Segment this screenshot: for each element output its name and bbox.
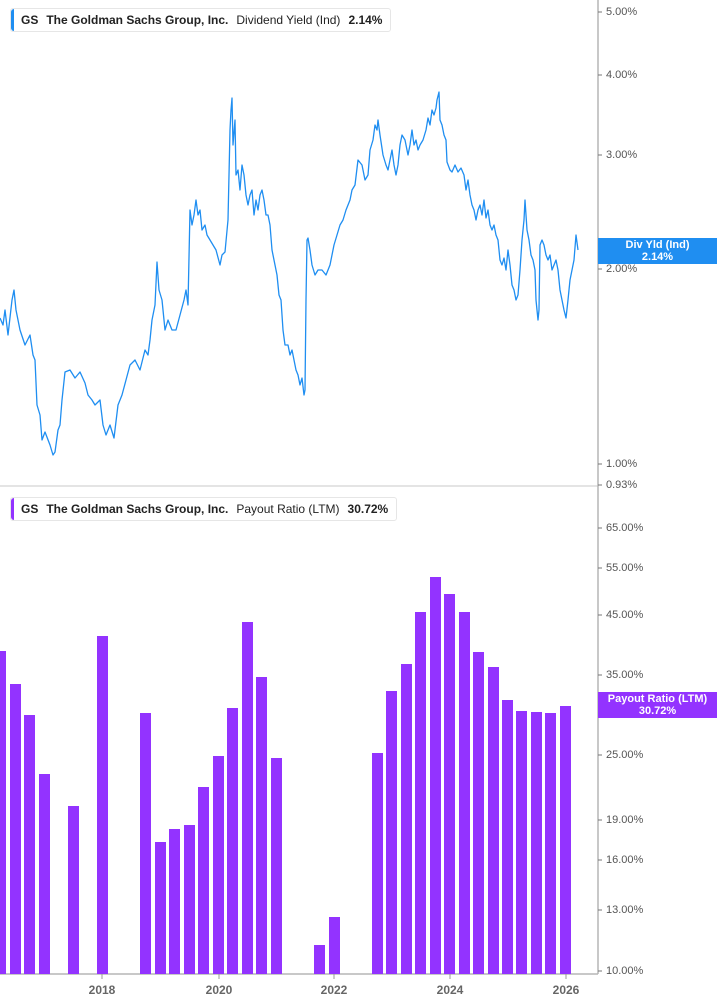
y-ticks	[598, 11, 602, 972]
legend-value: 2.14%	[348, 13, 383, 27]
x-tick-label: 2018	[88, 983, 116, 997]
dividend-yield-line	[0, 91, 579, 456]
series-color-swatch	[11, 9, 14, 31]
y-tick-label: 65.00%	[606, 522, 644, 534]
y-tick-label: 45.00%	[606, 609, 644, 621]
payout-ratio-bars	[0, 577, 571, 974]
value-tag-value: 2.14%	[641, 251, 674, 263]
value-tag-value: 30.72%	[638, 705, 677, 717]
y-tick-label: 5.00%	[606, 6, 638, 18]
x-ticks	[101, 974, 567, 979]
dividend-yield-legend[interactable]: GS The Goldman Sachs Group, Inc. Dividen…	[10, 8, 392, 32]
x-tick-label: 2024	[436, 983, 464, 997]
y-tick-label: 25.00%	[606, 749, 644, 761]
legend-ticker: GS	[21, 13, 39, 27]
y-tick-label: 19.00%	[606, 814, 644, 826]
legend-ticker: GS	[21, 502, 39, 516]
payout-ratio-legend[interactable]: GS The Goldman Sachs Group, Inc. Payout …	[10, 497, 398, 521]
x-tick-label: 2022	[320, 983, 348, 997]
value-tag-label: Payout Ratio (LTM)	[607, 693, 708, 705]
legend-company: The Goldman Sachs Group, Inc.	[46, 502, 229, 516]
legend-metric: Dividend Yield (Ind)	[236, 13, 341, 27]
y-tick-label: 4.00%	[606, 69, 638, 81]
y-tick-label: 55.00%	[606, 562, 644, 574]
legend-value: 30.72%	[347, 502, 389, 516]
legend-metric: Payout Ratio (LTM)	[236, 502, 340, 516]
y-tick-label: 0.93%	[606, 479, 638, 491]
payout-ratio-value-tag: Payout Ratio (LTM) 30.72%	[598, 692, 717, 718]
y-tick-label: 3.00%	[606, 149, 638, 161]
y-tick-label: 1.00%	[606, 458, 638, 470]
y-tick-label: 35.00%	[606, 669, 644, 681]
dividend-yield-value-tag: Div Yld (Ind) 2.14%	[598, 238, 717, 264]
y-tick-label: 16.00%	[606, 854, 644, 866]
legend-company: The Goldman Sachs Group, Inc.	[46, 13, 229, 27]
x-tick-label: 2020	[205, 983, 233, 997]
y-tick-label: 13.00%	[606, 904, 644, 916]
x-tick-label: 2026	[552, 983, 580, 997]
y-tick-label: 10.00%	[606, 965, 644, 977]
value-tag-label: Div Yld (Ind)	[625, 239, 690, 251]
series-color-swatch	[11, 498, 14, 520]
y-tick-label: 2.00%	[606, 263, 638, 275]
